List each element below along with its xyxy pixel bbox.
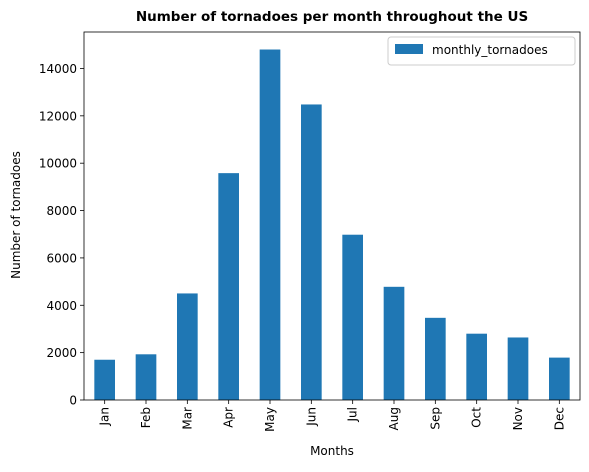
legend: monthly_tornadoes <box>387 36 576 66</box>
plot-frame <box>83 31 581 401</box>
bars-group <box>94 49 570 401</box>
y-tick-label: 0 <box>69 394 77 408</box>
chart-title: Number of tornadoes per month throughout… <box>136 9 528 25</box>
bar-apr <box>218 173 239 400</box>
y-axis-label: Number of tornadoes <box>9 151 23 279</box>
legend-swatch <box>395 44 423 54</box>
x-tick-label-jul: Jul <box>346 407 360 422</box>
y-tick-label: 14000 <box>39 62 77 76</box>
bar-may <box>259 49 281 401</box>
x-tick-label-sep: Sep <box>428 407 442 430</box>
bar-mar <box>177 293 198 400</box>
x-tick-label-apr: Apr <box>222 407 236 428</box>
legend-box <box>387 36 576 66</box>
x-tick-label-oct: Oct <box>470 407 484 428</box>
bar-aug <box>383 286 405 400</box>
x-tick-label-dec: Dec <box>552 407 566 430</box>
y-tick-label: 10000 <box>39 157 77 171</box>
x-tick-label-jun: Jun <box>304 407 318 427</box>
bar-jan <box>94 359 115 400</box>
y-tick-label: 8000 <box>46 204 77 218</box>
x-tick-label-feb: Feb <box>139 407 153 428</box>
x-tick-label-jan: Jan <box>98 407 112 427</box>
x-tick-label-nov: Nov <box>511 407 525 430</box>
bar-feb <box>135 354 157 400</box>
y-tick-label: 4000 <box>46 299 77 313</box>
bar-jul <box>342 234 363 400</box>
y-axis-ticks: 0 2000 4000 6000 8000 10000 12000 14000 <box>39 62 84 408</box>
bar-nov <box>507 337 529 400</box>
x-tick-label-mar: Mar <box>180 407 194 430</box>
bar-jun <box>301 104 322 401</box>
legend-label: monthly_tornadoes <box>432 43 548 57</box>
y-tick-label: 2000 <box>46 346 77 360</box>
y-tick-label: 6000 <box>46 251 77 265</box>
x-tick-label-aug: Aug <box>387 407 401 430</box>
bar-oct <box>466 333 487 400</box>
bar-dec <box>549 357 570 400</box>
bar-sep <box>425 317 446 400</box>
x-axis-label: Months <box>310 444 354 458</box>
x-tick-label-may: May <box>263 407 277 432</box>
x-axis-ticks: Jan Feb Mar Apr May Jun Jul Aug Sep Oct Nov Dec <box>98 400 566 432</box>
y-tick-label: 12000 <box>39 109 77 123</box>
